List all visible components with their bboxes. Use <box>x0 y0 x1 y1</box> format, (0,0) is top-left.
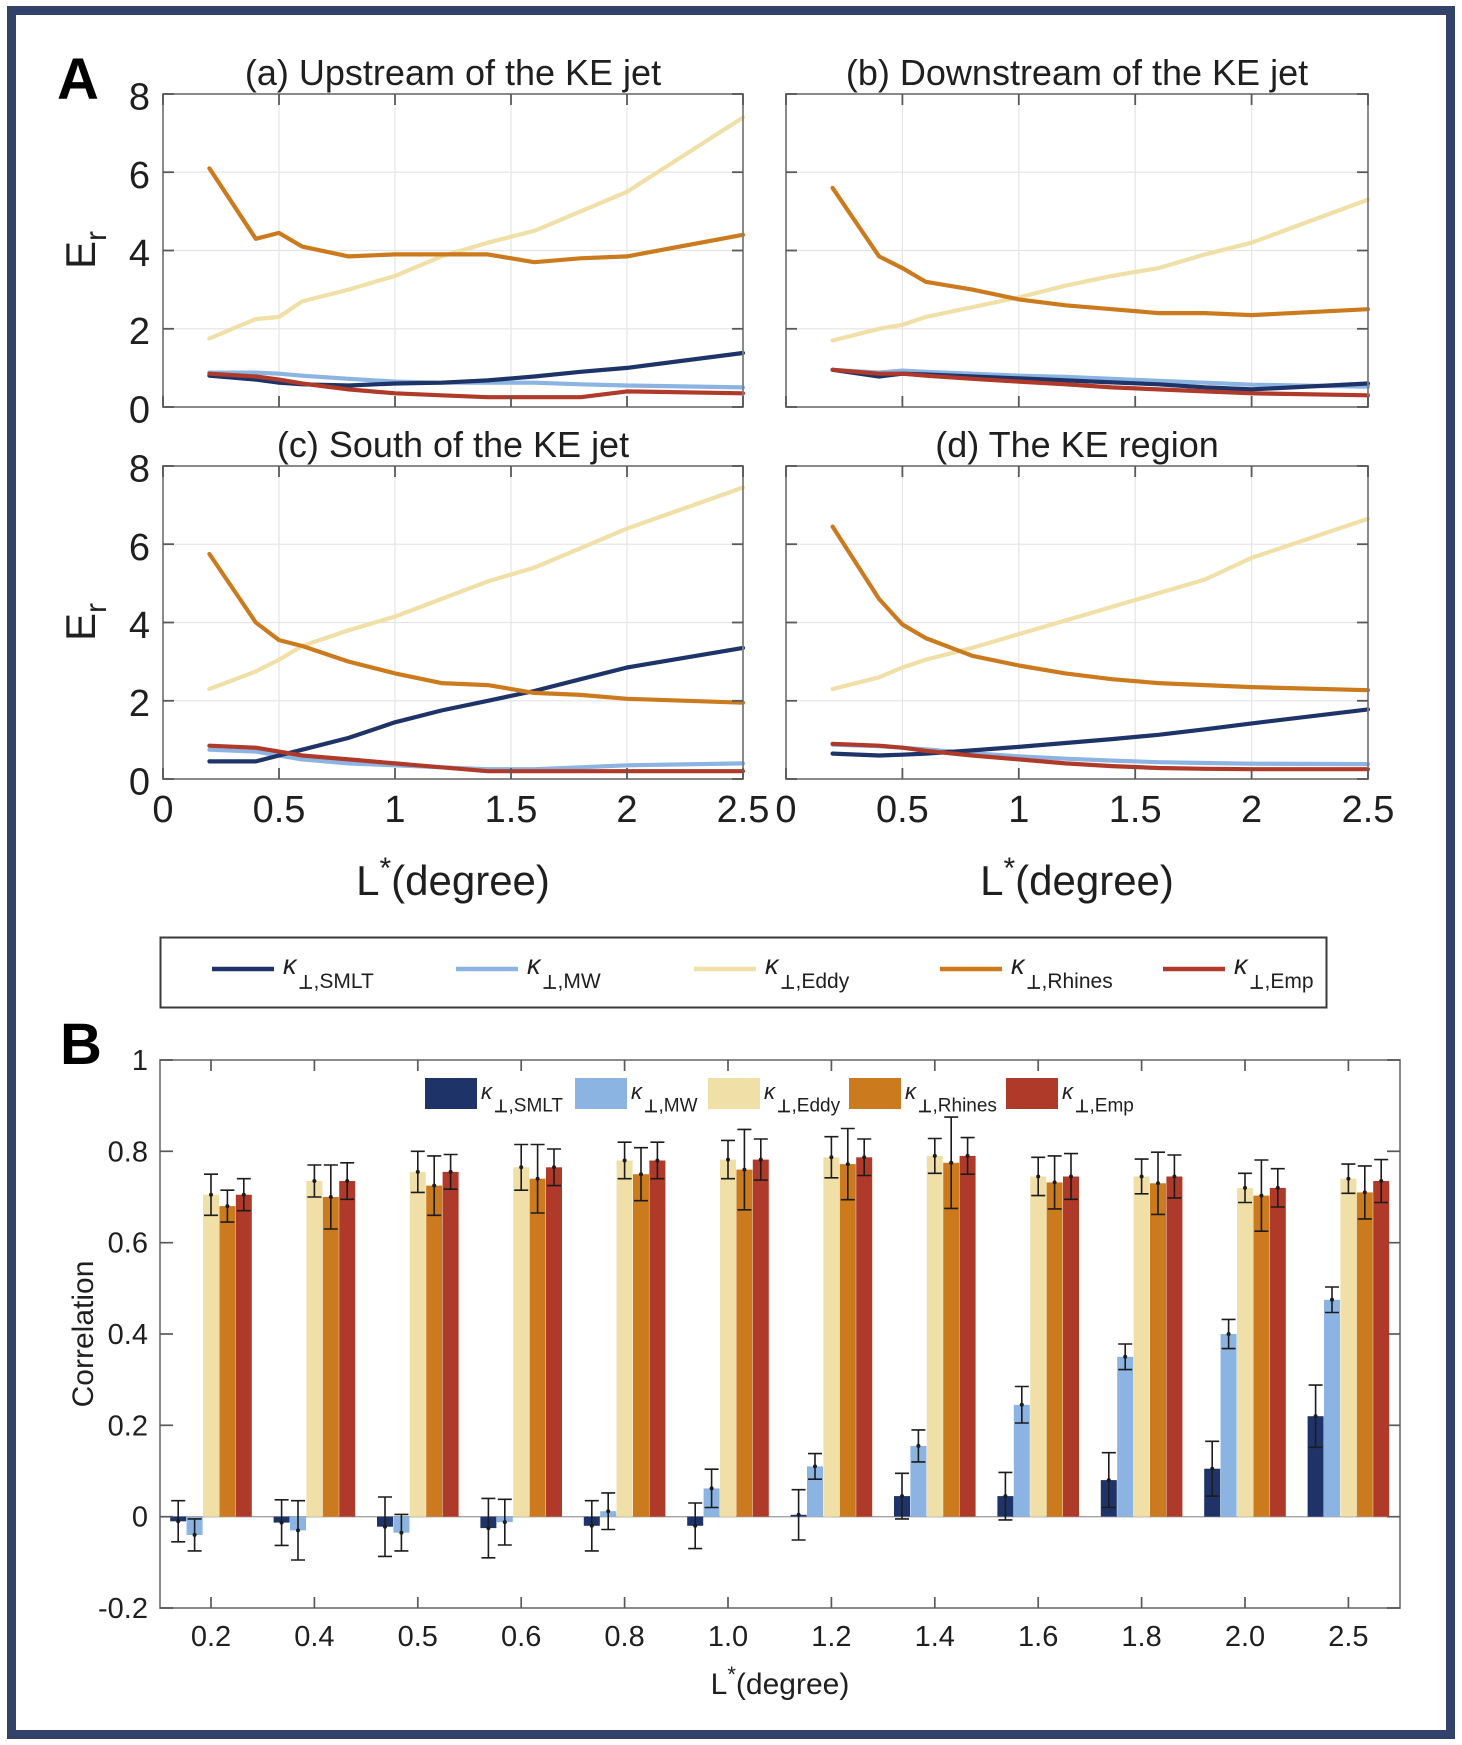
svg-text:,MW: ,MW <box>659 1096 698 1117</box>
svg-text:(b) Downstream of the KE jet: (b) Downstream of the KE jet <box>846 52 1308 93</box>
svg-text:1.4: 1.4 <box>915 1621 955 1653</box>
svg-text:κ: κ <box>1011 950 1026 980</box>
svg-text:0: 0 <box>775 789 796 831</box>
svg-text:0.4: 0.4 <box>108 1319 148 1351</box>
svg-text:1.5: 1.5 <box>1109 789 1162 831</box>
svg-text:1: 1 <box>132 1045 148 1077</box>
svg-text:,SMLT: ,SMLT <box>314 970 374 993</box>
svg-text:2.0: 2.0 <box>1225 1621 1265 1653</box>
svg-text:1.6: 1.6 <box>1018 1621 1058 1653</box>
svg-text:4: 4 <box>129 233 150 275</box>
svg-text:κ: κ <box>527 950 542 980</box>
svg-text:0.8: 0.8 <box>604 1621 644 1653</box>
svg-text:,Rhines: ,Rhines <box>1042 970 1113 993</box>
svg-text:,Emp: ,Emp <box>1090 1096 1134 1117</box>
svg-text:κ: κ <box>764 1079 776 1104</box>
svg-text:0: 0 <box>152 789 173 831</box>
svg-text:κ: κ <box>283 950 298 980</box>
svg-text:B: B <box>60 1012 102 1077</box>
svg-text:,Eddy: ,Eddy <box>796 970 850 993</box>
svg-text:0.5: 0.5 <box>253 789 306 831</box>
svg-text:8: 8 <box>129 77 150 119</box>
svg-text:,MW: ,MW <box>558 970 601 993</box>
svg-text:2: 2 <box>616 789 637 831</box>
svg-text:κ: κ <box>1062 1079 1074 1104</box>
svg-text:,Eddy: ,Eddy <box>792 1096 841 1117</box>
svg-text:1.5: 1.5 <box>485 789 538 831</box>
svg-text:0.6: 0.6 <box>501 1621 541 1653</box>
svg-text:2.5: 2.5 <box>1342 789 1395 831</box>
svg-text:(c) South of the KE jet: (c) South of the KE jet <box>277 424 629 465</box>
svg-text:0: 0 <box>129 390 150 432</box>
svg-text:0: 0 <box>132 1502 148 1534</box>
svg-text:(d) The KE region: (d) The KE region <box>935 424 1218 465</box>
svg-text:0.5: 0.5 <box>876 789 929 831</box>
svg-text:4: 4 <box>129 605 150 647</box>
svg-text:Correlation: Correlation <box>67 1261 100 1408</box>
svg-text:0: 0 <box>129 762 150 804</box>
svg-text:κ: κ <box>1234 950 1249 980</box>
svg-text:A: A <box>57 47 99 112</box>
svg-text:,Emp: ,Emp <box>1265 970 1314 993</box>
svg-text:κ: κ <box>631 1079 643 1104</box>
svg-text:0.4: 0.4 <box>294 1621 334 1653</box>
svg-text:2: 2 <box>1241 789 1262 831</box>
svg-text:1: 1 <box>384 789 405 831</box>
svg-text:1.2: 1.2 <box>811 1621 851 1653</box>
svg-text:0.8: 0.8 <box>108 1136 148 1168</box>
svg-text:0.2: 0.2 <box>191 1621 231 1653</box>
svg-text:8: 8 <box>129 449 150 491</box>
svg-text:6: 6 <box>129 155 150 197</box>
svg-text:2.5: 2.5 <box>1328 1621 1368 1653</box>
svg-text:κ: κ <box>481 1079 493 1104</box>
svg-text:-0.2: -0.2 <box>98 1593 148 1625</box>
svg-text:,SMLT: ,SMLT <box>509 1096 564 1117</box>
svg-text:1.0: 1.0 <box>708 1621 748 1653</box>
svg-text:L*(degree): L*(degree) <box>711 1662 850 1701</box>
svg-text:,Rhines: ,Rhines <box>933 1096 997 1117</box>
svg-text:0.2: 0.2 <box>108 1410 148 1442</box>
svg-text:6: 6 <box>129 527 150 569</box>
svg-text:(a) Upstream of the KE jet: (a) Upstream of the KE jet <box>245 52 661 93</box>
svg-text:κ: κ <box>765 950 780 980</box>
svg-text:2: 2 <box>129 683 150 725</box>
svg-text:1: 1 <box>1008 789 1029 831</box>
svg-text:2: 2 <box>129 311 150 353</box>
svg-text:κ: κ <box>905 1079 917 1104</box>
svg-text:2.5: 2.5 <box>717 789 770 831</box>
svg-text:0.5: 0.5 <box>398 1621 438 1653</box>
svg-text:1.8: 1.8 <box>1121 1621 1161 1653</box>
svg-text:0.6: 0.6 <box>108 1228 148 1260</box>
